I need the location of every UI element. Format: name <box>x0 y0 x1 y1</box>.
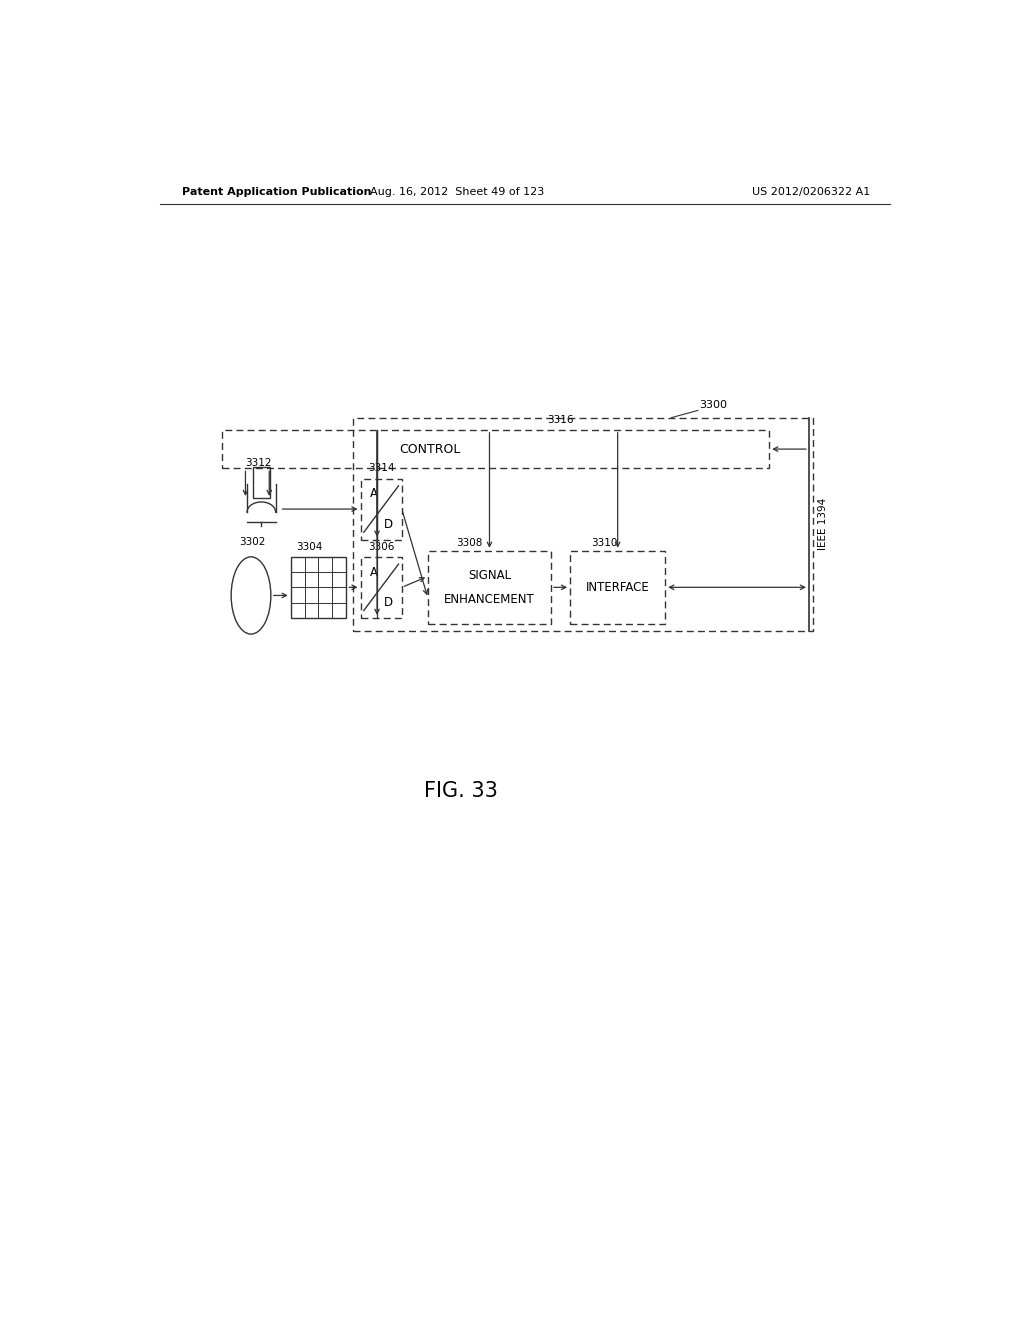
Text: 3314: 3314 <box>368 463 394 474</box>
Text: Patent Application Publication: Patent Application Publication <box>182 187 372 197</box>
Text: FIG. 33: FIG. 33 <box>424 780 499 801</box>
Text: ENHANCEMENT: ENHANCEMENT <box>444 593 535 606</box>
Text: 3316: 3316 <box>547 414 573 425</box>
Bar <box>352 417 813 631</box>
Text: 3300: 3300 <box>699 400 727 411</box>
Text: 3306: 3306 <box>368 541 394 552</box>
Bar <box>428 550 551 624</box>
Text: CONTROL: CONTROL <box>399 442 461 455</box>
Text: SIGNAL: SIGNAL <box>468 569 511 582</box>
Bar <box>570 550 666 624</box>
Bar <box>253 467 270 498</box>
Text: A: A <box>370 487 378 500</box>
Bar <box>360 557 401 618</box>
Bar <box>291 557 346 618</box>
Text: US 2012/0206322 A1: US 2012/0206322 A1 <box>752 187 870 197</box>
Text: 3308: 3308 <box>456 537 482 548</box>
Text: A: A <box>370 565 378 578</box>
Text: Aug. 16, 2012  Sheet 49 of 123: Aug. 16, 2012 Sheet 49 of 123 <box>371 187 545 197</box>
Text: 3310: 3310 <box>591 537 617 548</box>
Text: D: D <box>384 517 393 531</box>
Text: INTERFACE: INTERFACE <box>586 581 649 594</box>
Bar <box>221 430 769 469</box>
Text: IEEE 1394: IEEE 1394 <box>818 498 828 550</box>
Bar <box>360 479 401 540</box>
Text: 3312: 3312 <box>246 458 272 469</box>
Text: 3304: 3304 <box>296 541 323 552</box>
Text: D: D <box>384 597 393 609</box>
Text: 3302: 3302 <box>240 537 265 546</box>
